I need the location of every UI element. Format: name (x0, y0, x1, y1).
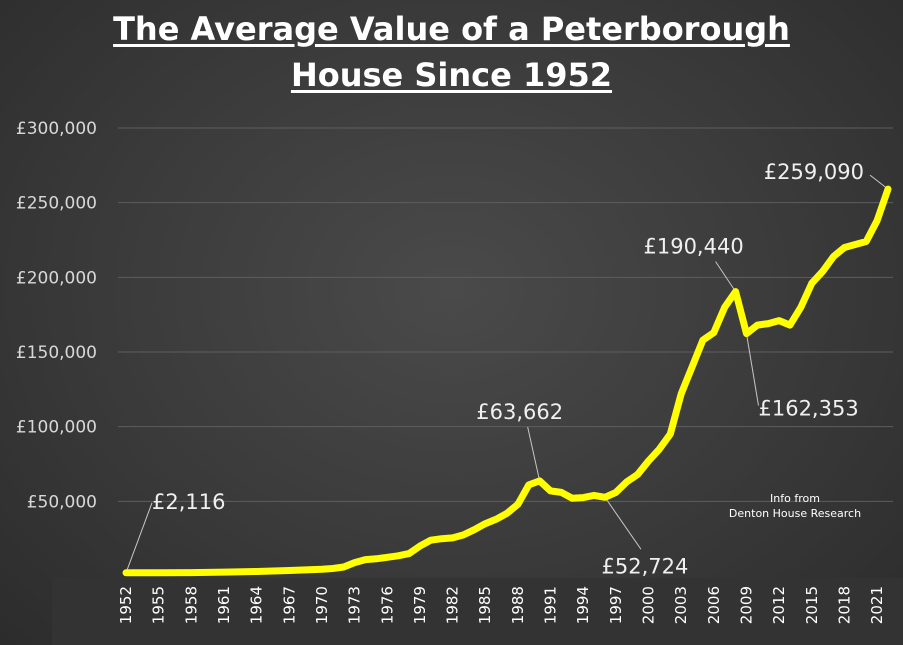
value-callout: £63,662 (476, 400, 563, 424)
gridlines (118, 127, 893, 502)
x-tick-label: 1970 (313, 586, 331, 624)
callout-leader (604, 496, 642, 550)
value-callouts: £2,116 £63,662 £52,724 £190,440 £162,353 £259… (152, 160, 864, 578)
chart-title: The Average Value of a Peterborough Hous… (0, 6, 903, 98)
x-tick-label: 2000 (640, 586, 658, 624)
y-tick-label: £300,000 (16, 119, 97, 139)
x-axis-tick-labels: 1952 1955 1958 1961 1964 1967 1970 1973 1976 1979… (117, 586, 886, 624)
x-tick-label: 1961 (215, 586, 233, 624)
x-tick-label: 1988 (509, 586, 527, 624)
y-tick-label: £250,000 (16, 194, 97, 214)
value-callout: £259,090 (764, 160, 864, 184)
source-note-line-1: Info from (770, 492, 820, 505)
x-tick-label: 1967 (280, 586, 298, 624)
x-tick-label: 1994 (574, 586, 592, 624)
x-tick-label: 2003 (672, 586, 690, 624)
x-tick-label: 2018 (835, 586, 853, 624)
x-tick-label: 1982 (444, 586, 462, 624)
x-tick-label: 2006 (705, 586, 723, 624)
x-tick-label: 1955 (150, 586, 168, 624)
y-tick-label: £50,000 (27, 492, 97, 512)
series-line-house-value (122, 185, 892, 577)
x-tick-label: 2021 (868, 586, 886, 624)
value-callout: £162,353 (758, 397, 858, 421)
chart-title-line-1: The Average Value of a Peterborough (113, 10, 790, 48)
x-axis-band (52, 578, 903, 645)
x-tick-label: 1991 (542, 586, 560, 624)
x-tick-label: 2012 (770, 586, 788, 624)
x-tick-label: 1964 (248, 586, 266, 624)
chart-title-line-2: House Since 1952 (290, 56, 613, 94)
x-tick-label: 1997 (607, 586, 625, 624)
x-tick-label: 2015 (803, 586, 821, 624)
callout-leader-lines (125, 174, 889, 574)
callout-leader (125, 502, 153, 574)
x-tick-label: 1973 (346, 586, 364, 624)
y-axis-tick-labels: £50,000 £100,000 £150,000 £200,000 £250,000 £… (16, 119, 97, 512)
x-tick-label: 1985 (476, 586, 494, 624)
value-callout: £190,440 (643, 235, 743, 259)
callout-leader (527, 426, 541, 482)
x-tick-label: 2009 (737, 586, 755, 624)
callout-leader (745, 333, 759, 406)
x-tick-label: 1979 (411, 586, 429, 624)
value-callout: £2,116 (152, 490, 225, 514)
callout-leader (715, 261, 737, 292)
y-tick-label: £200,000 (16, 268, 97, 288)
y-tick-label: £100,000 (16, 418, 97, 438)
x-tick-label: 1958 (182, 586, 200, 624)
x-tick-label: 1952 (117, 586, 135, 624)
y-tick-label: £150,000 (16, 343, 97, 363)
x-tick-label: 1976 (378, 586, 396, 624)
callout-leader (869, 174, 889, 190)
source-note-line-2: Denton House Research (729, 507, 861, 520)
value-callout: £52,724 (602, 554, 689, 578)
